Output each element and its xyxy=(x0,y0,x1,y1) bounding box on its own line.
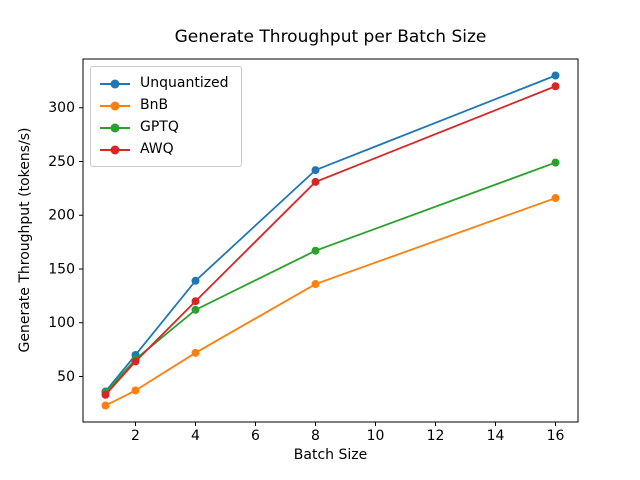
series-line-bnb xyxy=(104,197,557,407)
x-tick-label: 16 xyxy=(547,428,565,444)
data-point-gptq-x16 xyxy=(551,158,560,167)
legend-label: GPTQ xyxy=(140,119,179,135)
legend-label: Unquantized xyxy=(140,75,229,91)
legend-label: BnB xyxy=(140,97,169,113)
data-point-gptq-x8 xyxy=(311,246,320,255)
y-tick-label: 100 xyxy=(48,315,75,331)
legend-item-gptq: GPTQ xyxy=(99,118,229,137)
legend-marker-icon xyxy=(100,145,130,154)
y-tick-label: 150 xyxy=(48,261,75,277)
legend-label: AWQ xyxy=(140,141,174,157)
legend-marker-icon xyxy=(100,101,130,110)
data-point-awq-x1 xyxy=(101,390,110,399)
legend-dot xyxy=(110,79,120,88)
legend-dot xyxy=(110,101,120,110)
x-tick-label: 6 xyxy=(251,428,260,444)
x-tick-label: 10 xyxy=(367,428,385,444)
data-point-bnb-x4 xyxy=(191,348,200,357)
x-tick-label: 4 xyxy=(191,428,200,444)
y-tick-label: 50 xyxy=(57,369,75,385)
y-tick-label: 200 xyxy=(48,208,75,224)
legend-item-awq: AWQ xyxy=(99,140,229,159)
data-point-awq-x4 xyxy=(191,297,200,306)
data-point-awq-x8 xyxy=(311,177,320,186)
data-point-unquantized-x8 xyxy=(311,166,320,175)
legend-dot xyxy=(110,145,120,154)
legend-marker-icon xyxy=(100,79,130,88)
data-point-bnb-x2 xyxy=(131,386,140,395)
data-point-awq-x16 xyxy=(551,82,560,91)
x-tick-label: 8 xyxy=(311,428,320,444)
data-point-bnb-x8 xyxy=(311,280,320,289)
data-point-awq-x2 xyxy=(131,357,140,366)
data-point-bnb-x16 xyxy=(551,194,560,203)
series-line-gptq xyxy=(104,161,557,394)
x-tick-label: 2 xyxy=(131,428,140,444)
legend-dot xyxy=(110,123,120,132)
x-tick-label: 14 xyxy=(487,428,505,444)
legend-marker-icon xyxy=(100,123,130,132)
legend: Unquantized BnB GPTQ AWQ xyxy=(90,66,242,167)
x-axis-label: Batch Size xyxy=(293,447,368,463)
y-tick-label: 250 xyxy=(48,154,75,170)
data-point-unquantized-x16 xyxy=(551,71,560,80)
legend-item-bnb: BnB xyxy=(99,96,229,115)
data-point-gptq-x4 xyxy=(191,305,200,314)
data-point-unquantized-x4 xyxy=(191,276,200,285)
chart-title: Generate Throughput per Batch Size xyxy=(174,27,487,47)
data-point-bnb-x1 xyxy=(101,401,110,410)
y-tick-label: 300 xyxy=(48,100,75,116)
legend-item-unquantized: Unquantized xyxy=(99,74,229,93)
axes-frame xyxy=(82,58,579,423)
x-tick-label: 12 xyxy=(427,428,445,444)
